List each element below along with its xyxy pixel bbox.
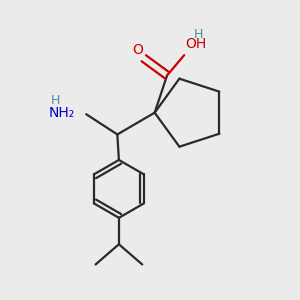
Text: OH: OH xyxy=(185,38,206,51)
Text: O: O xyxy=(133,43,144,57)
Text: NH₂: NH₂ xyxy=(49,106,75,120)
Text: H: H xyxy=(194,28,203,41)
Text: H: H xyxy=(50,94,60,107)
